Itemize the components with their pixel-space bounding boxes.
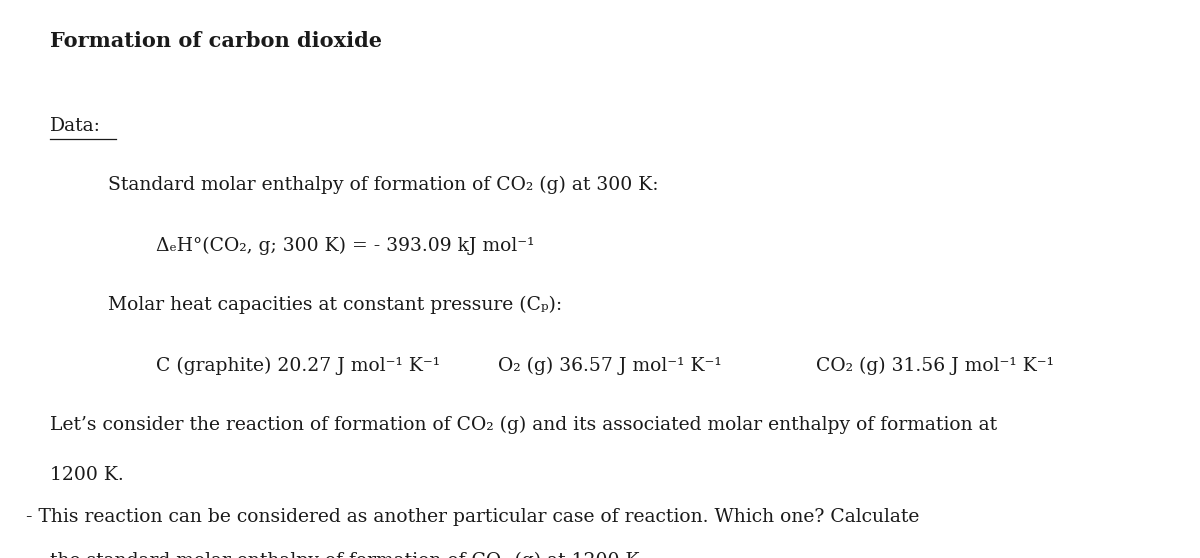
Text: O₂ (g) 36.57 J mol⁻¹ K⁻¹: O₂ (g) 36.57 J mol⁻¹ K⁻¹ <box>498 357 721 376</box>
Text: C (graphite) 20.27 J mol⁻¹ K⁻¹: C (graphite) 20.27 J mol⁻¹ K⁻¹ <box>156 357 440 376</box>
Text: Data:: Data: <box>50 117 101 135</box>
Text: Molar heat capacities at constant pressure (Cₚ):: Molar heat capacities at constant pressu… <box>108 296 562 314</box>
Text: Standard molar enthalpy of formation of CO₂ (g) at 300 K:: Standard molar enthalpy of formation of … <box>108 176 659 194</box>
Text: ΔₑH°(CO₂, g; 300 K) = - 393.09 kJ mol⁻¹: ΔₑH°(CO₂, g; 300 K) = - 393.09 kJ mol⁻¹ <box>156 237 534 256</box>
Text: Let’s consider the reaction of formation of CO₂ (g) and its associated molar ent: Let’s consider the reaction of formation… <box>50 416 997 434</box>
Text: - This reaction can be considered as another particular case of reaction. Which : - This reaction can be considered as ano… <box>26 508 919 526</box>
Text: the standard molar enthalpy of formation of CO₂ (g) at 1200 K.: the standard molar enthalpy of formation… <box>50 551 646 558</box>
Text: 1200 K.: 1200 K. <box>50 466 124 484</box>
Text: CO₂ (g) 31.56 J mol⁻¹ K⁻¹: CO₂ (g) 31.56 J mol⁻¹ K⁻¹ <box>816 357 1054 376</box>
Text: Formation of carbon dioxide: Formation of carbon dioxide <box>50 31 383 51</box>
